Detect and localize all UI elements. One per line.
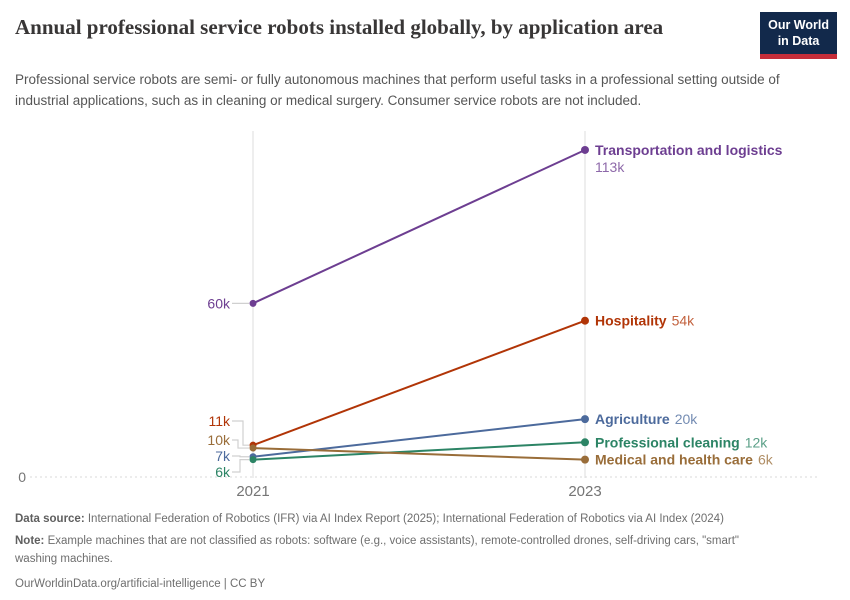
series-label-hospitality: Hospitality 54k — [595, 313, 695, 329]
series-line-transportation-and-logistics — [252, 149, 586, 305]
start-value-label-hospitality: 11k — [208, 413, 231, 429]
data-point-agriculture-2023 — [581, 415, 589, 424]
axis-label-2021: 2021 — [236, 483, 269, 500]
start-label-connector-medical-and-health-care — [232, 439, 249, 449]
owid-logo: Our World in Data — [760, 12, 837, 59]
owid-logo-line1: Our World — [768, 18, 829, 32]
start-value-label-agriculture: 7k — [215, 448, 231, 464]
data-point-medical-and-health-care-2023 — [581, 455, 589, 464]
axis-label-2023: 2023 — [568, 483, 601, 500]
data-point-transportation-and-logistics-2023 — [581, 145, 589, 154]
chart-title: Annual professional service robots insta… — [15, 15, 664, 39]
start-label-connector-professional-cleaning — [232, 459, 249, 473]
start-label-connector-hospitality — [232, 420, 249, 446]
series-end-value-hospitality: 54k — [672, 313, 696, 329]
series-line-hospitality — [252, 319, 586, 447]
series-end-value-transportation-and-logistics: 113k — [595, 159, 625, 175]
series-label-agriculture: Agriculture 20k — [595, 411, 698, 427]
start-value-label-transportation-and-logistics: 60k — [207, 295, 231, 311]
note-text: Example machines that are not classified… — [15, 535, 740, 565]
chart-subtitle: Professional service robots are semi- or… — [15, 72, 780, 108]
series-line-medical-and-health-care — [252, 447, 586, 461]
data-source-label: Data source: — [15, 513, 85, 525]
start-value-label-professional-cleaning: 6k — [215, 464, 231, 480]
note-label: Note: — [15, 535, 45, 548]
data-source-text: International Federation of Robotics (IF… — [84, 513, 724, 525]
data-point-professional-cleaning-2023 — [581, 438, 589, 447]
start-label-connector-agriculture — [232, 455, 249, 458]
note-line: Note: Example machines that are not clas… — [15, 533, 760, 568]
license-line: OurWorldinData.org/artificial-intelligen… — [15, 577, 266, 590]
chart-footer: Data source: International Federation of… — [15, 511, 760, 598]
data-point-medical-and-health-care-2021 — [249, 444, 257, 452]
series-label-transportation-and-logistics: Transportation and logistics 113k — [595, 142, 783, 175]
data-point-transportation-and-logistics-2021 — [249, 299, 257, 307]
series-label-medical-and-health-care: Medical and health care 6k — [595, 452, 774, 468]
series-line-professional-cleaning — [252, 441, 586, 461]
series-end-value-medical-and-health-care: 6k — [758, 452, 774, 468]
data-source-line: Data source: International Federation of… — [15, 511, 760, 528]
start-value-label-medical-and-health-care: 10k — [207, 432, 231, 448]
series-end-value-professional-cleaning: 12k — [745, 434, 769, 450]
series-label-professional-cleaning: Professional cleaning 12k — [595, 434, 768, 450]
axis-label-zero: 0 — [18, 469, 26, 485]
data-point-professional-cleaning-2021 — [249, 456, 257, 464]
data-point-hospitality-2023 — [581, 316, 589, 325]
series-end-value-agriculture: 20k — [675, 411, 699, 427]
owid-logo-line2: in Data — [777, 34, 820, 49]
